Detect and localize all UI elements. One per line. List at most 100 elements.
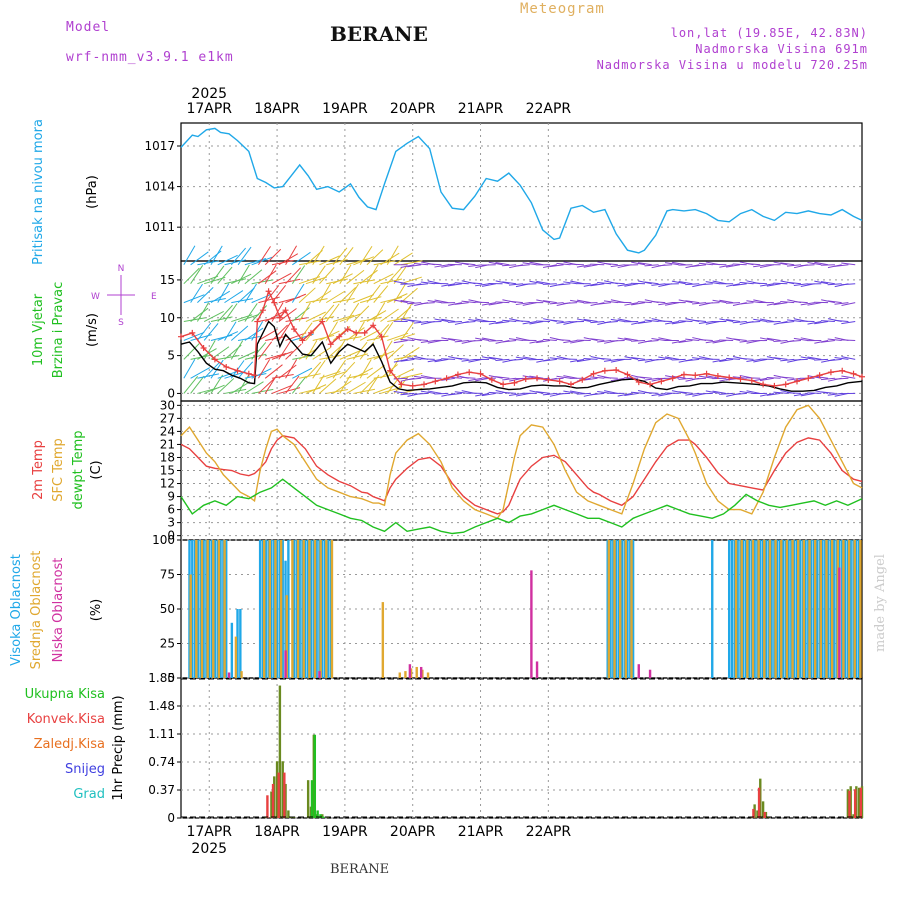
wind-arrow <box>251 256 273 266</box>
wind-arrow <box>197 275 219 285</box>
wind-arrow <box>196 302 209 322</box>
wind-arrow <box>502 339 517 343</box>
wind-arrow <box>332 359 346 379</box>
wind-arrow <box>285 245 298 266</box>
wind-arrow <box>773 302 788 306</box>
wind-arrow <box>312 245 325 266</box>
wind-arrow <box>475 377 490 382</box>
wind-arrow <box>495 262 510 266</box>
bar-clouds-0-32 <box>304 540 307 678</box>
wind-arrow <box>298 347 319 360</box>
wind-arrow <box>590 338 605 341</box>
wind-arrow <box>807 261 822 266</box>
gust-marker-19 <box>336 333 343 340</box>
wind-arrow <box>380 252 400 266</box>
wind-arrow <box>441 318 456 323</box>
wind-arrow <box>305 298 328 304</box>
gust-marker-40 <box>556 378 563 385</box>
wind-arrow <box>515 320 530 323</box>
bar-precip-1-7 <box>848 790 851 818</box>
wind-arrow <box>413 263 429 266</box>
wind-arrow <box>773 357 788 360</box>
bar-clouds-1-5 <box>217 540 221 678</box>
gust-marker-5 <box>234 367 241 374</box>
wind-arrow <box>414 283 429 286</box>
wind-arrow <box>705 281 720 285</box>
xtick-bottom-5: 22APR <box>526 824 572 840</box>
bar-clouds-0-68 <box>770 540 773 678</box>
wind-arrow <box>454 357 469 360</box>
bar-clouds-1-7 <box>234 636 238 678</box>
wind-arrow <box>522 356 537 360</box>
year-top: 2025 <box>191 86 227 102</box>
wind-arrow <box>631 356 646 360</box>
wind-arrow <box>583 283 598 287</box>
xtick-bottom-4: 21APR <box>458 824 504 840</box>
wind-arrow <box>231 381 251 394</box>
bar-precip-2-4 <box>322 816 325 818</box>
label-precip-2: Zaledj.Kisa <box>34 737 105 752</box>
wind-arrow <box>353 279 376 285</box>
wind-arrow <box>427 390 442 394</box>
wind-arrow <box>773 391 788 394</box>
bar-clouds-1-37 <box>751 540 755 678</box>
wind-arrow <box>827 392 842 396</box>
wind-arrow <box>190 307 209 322</box>
bar-clouds-0-28 <box>292 540 296 678</box>
wind-arrow <box>502 319 517 323</box>
wind-legend-w: W <box>91 292 100 302</box>
ytick-label-precip-0: 0 <box>167 811 175 825</box>
wind-arrow <box>624 283 639 287</box>
wind-arrow <box>746 358 761 363</box>
wind-arrow <box>373 385 395 394</box>
wind-arrow <box>495 358 510 362</box>
gust-marker-39 <box>545 376 552 383</box>
wind-arrow <box>786 281 802 285</box>
wind-arrow <box>671 280 686 285</box>
wind-arrow <box>495 301 510 304</box>
wind-arrow <box>841 375 856 379</box>
wind-arrow <box>434 318 449 323</box>
wind-arrow <box>210 245 223 266</box>
wind-arrow <box>726 264 741 268</box>
wind-arrow <box>265 352 287 360</box>
wind-arrow <box>820 377 835 381</box>
wind-arrow <box>827 300 842 304</box>
wind-arrow <box>692 377 707 380</box>
bar-precip-1-1 <box>271 783 275 818</box>
bar-clouds-0-98 <box>855 540 858 678</box>
wind-arrow <box>434 264 449 268</box>
wind-arrow <box>244 381 264 394</box>
wind-arrow <box>366 335 389 341</box>
wind-arrow <box>407 357 422 360</box>
wind-arrow <box>841 283 856 286</box>
panel-frame-pressure <box>180 122 863 262</box>
wind-arrow <box>583 318 598 323</box>
bar-clouds-2-0 <box>227 672 231 678</box>
wind-arrow <box>386 359 399 379</box>
wind-arrow <box>339 336 362 341</box>
wind-arrow <box>576 264 591 268</box>
ytick-label-wind-3: 15 <box>160 273 175 287</box>
chart-kind-label: Meteogram <box>520 1 605 17</box>
wind-arrow <box>651 392 666 397</box>
bar-clouds-1-47 <box>808 540 811 678</box>
wind-arrow <box>183 245 196 266</box>
wind-arrow <box>237 349 259 360</box>
gust-marker-33 <box>477 370 484 377</box>
wind-arrow <box>678 377 693 380</box>
series-line-temperature-1 <box>180 404 863 520</box>
bar-precip-0-27 <box>857 787 861 818</box>
wind-arrow <box>447 283 462 287</box>
wind-arrow <box>834 264 849 267</box>
wind-arrow <box>319 354 342 360</box>
wind-arrow <box>468 282 483 285</box>
wind-arrow <box>807 321 822 325</box>
gust-marker-1 <box>189 329 196 336</box>
wind-arrow <box>841 262 856 266</box>
bar-clouds-2-8 <box>648 669 652 678</box>
wind-arrow <box>712 263 727 266</box>
wind-arrow <box>549 377 564 380</box>
wind-arrow <box>346 258 368 266</box>
bar-clouds-0-19 <box>264 540 267 678</box>
